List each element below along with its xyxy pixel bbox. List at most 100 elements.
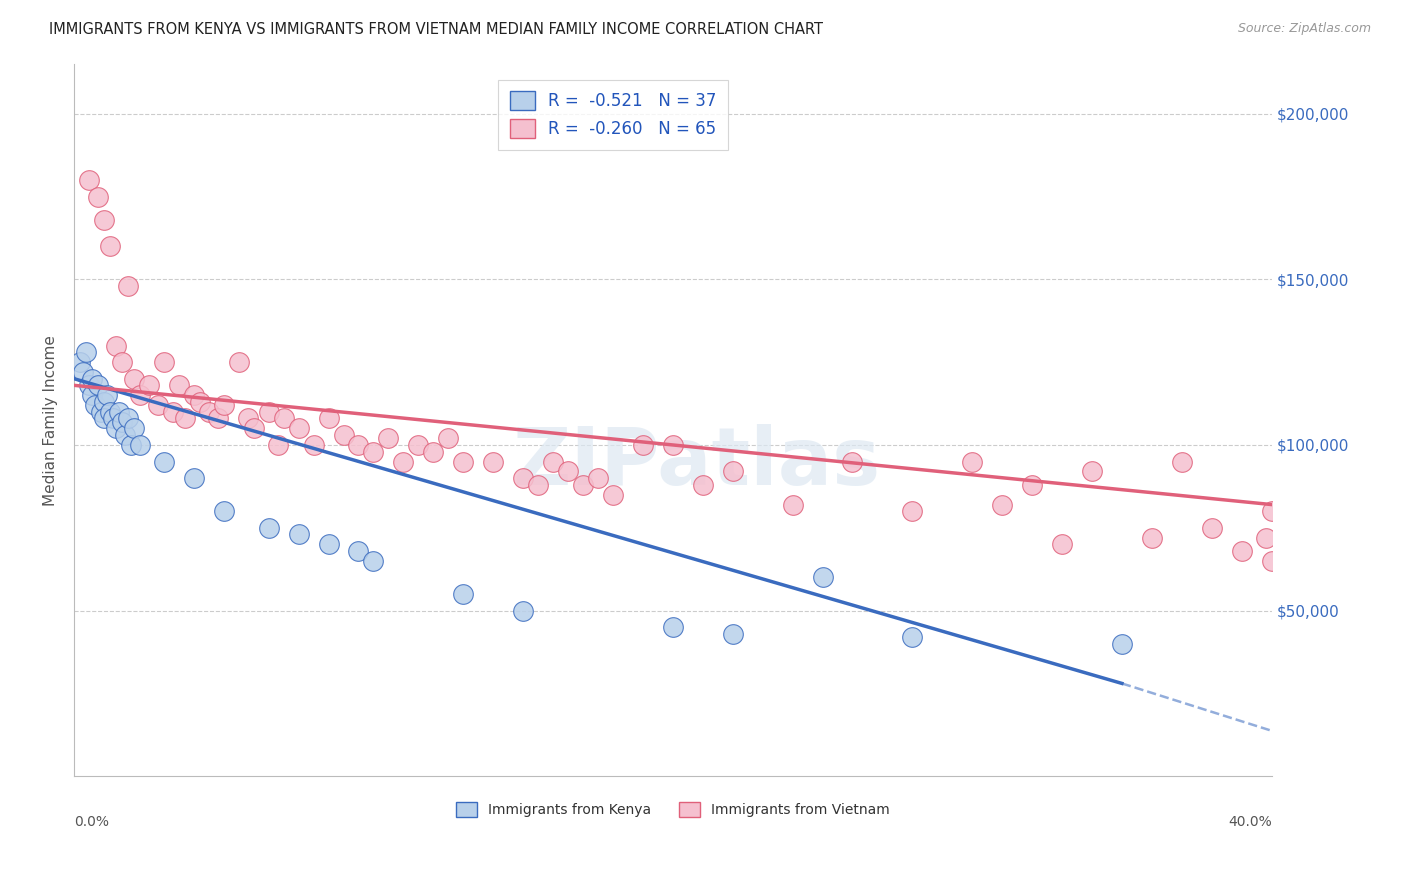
Point <box>183 388 205 402</box>
Point <box>1254 531 1277 545</box>
Point <box>101 411 124 425</box>
Point <box>75 345 97 359</box>
Point <box>841 454 863 468</box>
Point <box>1021 477 1043 491</box>
Point <box>108 405 131 419</box>
Text: 40.0%: 40.0% <box>1227 815 1271 830</box>
Point <box>120 438 142 452</box>
Point <box>96 388 118 402</box>
Point <box>167 378 190 392</box>
Point <box>111 415 134 429</box>
Point <box>1171 454 1194 468</box>
Point <box>318 411 340 425</box>
Point <box>302 438 325 452</box>
Point <box>377 431 399 445</box>
Point <box>901 630 924 644</box>
Point <box>1140 531 1163 545</box>
Point <box>1081 465 1104 479</box>
Point <box>162 405 184 419</box>
Point <box>93 212 115 227</box>
Point <box>347 544 370 558</box>
Point <box>273 411 295 425</box>
Point <box>257 405 280 419</box>
Point <box>84 398 107 412</box>
Point <box>87 378 110 392</box>
Text: 0.0%: 0.0% <box>75 815 110 830</box>
Point <box>87 189 110 203</box>
Point <box>991 498 1014 512</box>
Point <box>347 438 370 452</box>
Point <box>207 411 229 425</box>
Point <box>93 395 115 409</box>
Point <box>198 405 221 419</box>
Point <box>117 279 139 293</box>
Point <box>242 421 264 435</box>
Point <box>1201 521 1223 535</box>
Point <box>392 454 415 468</box>
Text: Source: ZipAtlas.com: Source: ZipAtlas.com <box>1237 22 1371 36</box>
Point <box>80 388 103 402</box>
Point <box>512 471 534 485</box>
Point <box>77 173 100 187</box>
Point <box>183 471 205 485</box>
Point <box>1260 554 1282 568</box>
Point <box>721 465 744 479</box>
Point <box>408 438 430 452</box>
Point <box>482 454 505 468</box>
Point <box>1230 544 1253 558</box>
Point <box>782 498 804 512</box>
Point <box>72 365 94 379</box>
Point <box>129 388 152 402</box>
Point <box>122 372 145 386</box>
Point <box>318 537 340 551</box>
Point <box>586 471 609 485</box>
Point <box>631 438 654 452</box>
Point <box>114 428 136 442</box>
Point <box>266 438 288 452</box>
Point <box>188 395 211 409</box>
Point <box>138 378 160 392</box>
Point <box>811 570 834 584</box>
Point <box>363 444 385 458</box>
Point <box>287 527 309 541</box>
Point <box>437 431 460 445</box>
Point <box>602 488 624 502</box>
Text: ZIPatlas: ZIPatlas <box>513 424 882 502</box>
Point <box>1050 537 1073 551</box>
Point <box>363 554 385 568</box>
Point <box>105 338 128 352</box>
Point <box>453 587 475 601</box>
Point <box>69 355 91 369</box>
Point <box>93 411 115 425</box>
Point <box>236 411 259 425</box>
Point <box>557 465 579 479</box>
Point <box>212 504 235 518</box>
Point <box>527 477 550 491</box>
Point <box>662 438 685 452</box>
Point <box>901 504 924 518</box>
Point <box>105 421 128 435</box>
Point <box>173 411 195 425</box>
Text: IMMIGRANTS FROM KENYA VS IMMIGRANTS FROM VIETNAM MEDIAN FAMILY INCOME CORRELATIO: IMMIGRANTS FROM KENYA VS IMMIGRANTS FROM… <box>49 22 823 37</box>
Point <box>98 405 121 419</box>
Point <box>332 428 354 442</box>
Point <box>1111 637 1133 651</box>
Legend: R =  -0.521   N = 37, R =  -0.260   N = 65: R = -0.521 N = 37, R = -0.260 N = 65 <box>498 79 728 150</box>
Point <box>662 620 685 634</box>
Point <box>146 398 169 412</box>
Y-axis label: Median Family Income: Median Family Income <box>44 334 58 506</box>
Point <box>122 421 145 435</box>
Point <box>541 454 564 468</box>
Point <box>212 398 235 412</box>
Point <box>228 355 250 369</box>
Point <box>1260 504 1282 518</box>
Point <box>512 603 534 617</box>
Point <box>111 355 134 369</box>
Point <box>257 521 280 535</box>
Point <box>572 477 595 491</box>
Point <box>422 444 444 458</box>
Point <box>98 239 121 253</box>
Point <box>692 477 714 491</box>
Point <box>153 454 176 468</box>
Point <box>153 355 176 369</box>
